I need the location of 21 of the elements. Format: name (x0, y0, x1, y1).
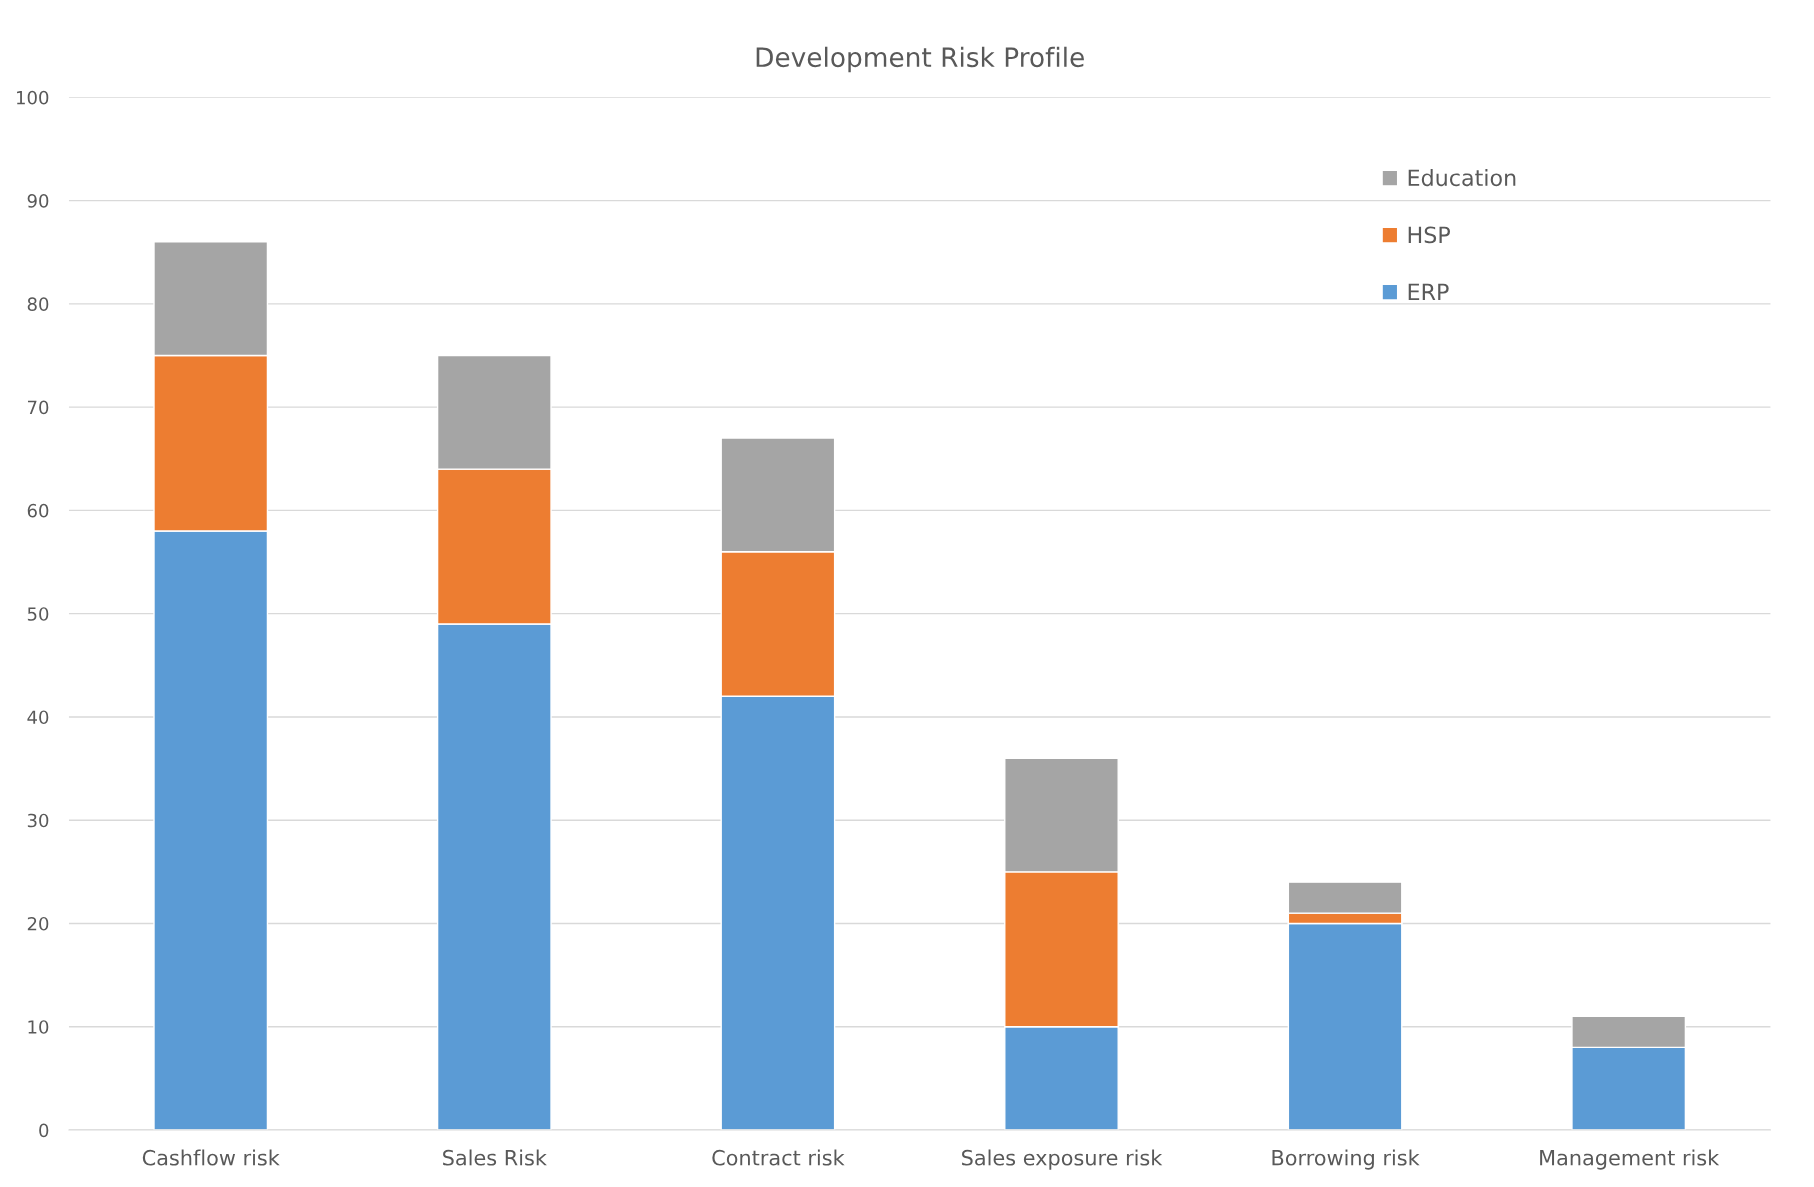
y-tick-label: 40 (27, 710, 49, 725)
chart-title: Development Risk Profile (756, 46, 1084, 73)
legend-label: HSP (1408, 226, 1450, 244)
y-tick-label: 30 (27, 813, 49, 828)
y-tick-label: 10 (28, 1020, 49, 1034)
x-tick-label: Management risk (1540, 1149, 1720, 1170)
legend-label: Education (1408, 168, 1516, 187)
legend-label: ERP (1408, 283, 1449, 300)
x-tick-label: Sales Risk (443, 1149, 547, 1166)
x-tick-label: Contract risk (712, 1149, 845, 1166)
y-tick-label: 90 (27, 194, 49, 208)
y-tick-label: 70 (27, 400, 49, 415)
y-tick-label: 80 (27, 297, 49, 311)
y-tick-label: 20 (27, 916, 49, 931)
x-tick-label: Cashflow risk (142, 1149, 280, 1166)
y-tick-label: 0 (39, 1123, 49, 1138)
y-tick-label: 50 (27, 607, 49, 621)
y-tick-label: 100 (17, 90, 49, 105)
x-tick-label: Borrowing risk (1272, 1149, 1420, 1170)
y-tick-label: 60 (27, 503, 49, 518)
x-tick-label: Sales exposure risk (962, 1149, 1163, 1170)
